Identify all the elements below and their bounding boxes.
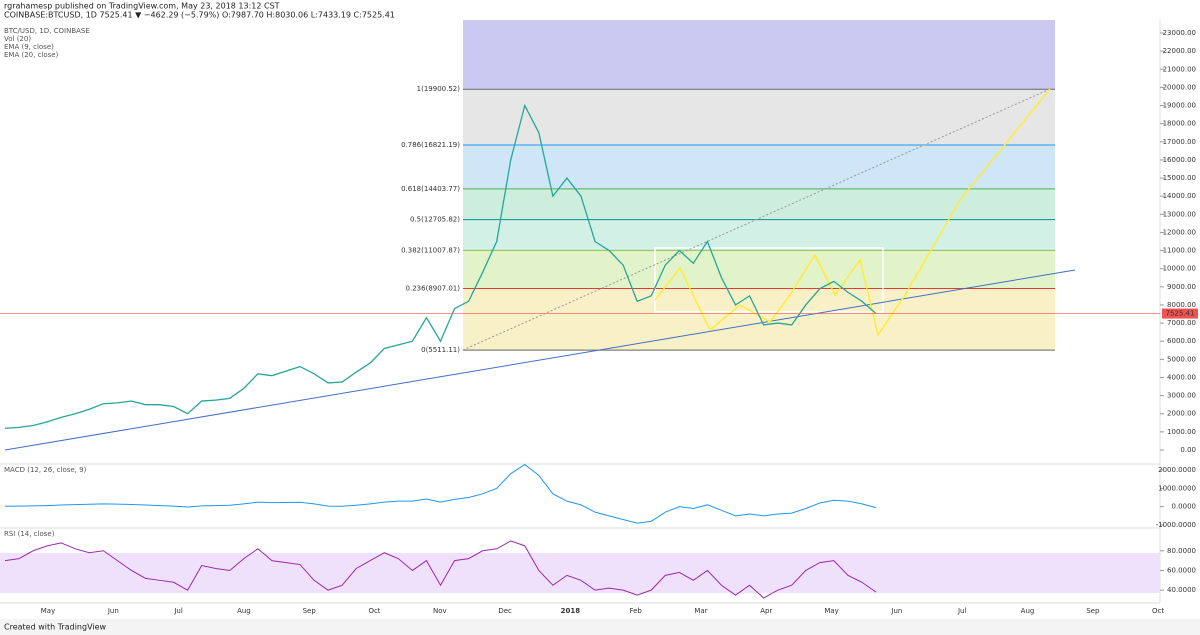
x-tick-label: Aug [237,607,251,615]
y-tick-label: 14000.00 [1163,192,1196,200]
x-tick-label: Jun [107,607,119,615]
fib-label: 0.382(11007.87) [401,246,460,254]
legend-item: Vol (20) [4,35,31,43]
fib-zone [463,89,1055,146]
y-tick-label: 6000.00 [1167,337,1196,345]
y-tick-label: 21000.00 [1163,65,1196,73]
fib-label: 0(5511.11) [421,346,460,354]
x-tick-label: Aug [1021,607,1035,615]
fib-top-zone [463,20,1055,89]
y-tick-label: 17000.00 [1163,138,1196,146]
y-tick-label: 80.0000 [1167,547,1196,555]
y-tick-label: 0.00 [1180,446,1196,454]
x-tick-label: Jun [890,607,902,615]
y-tick-label: 8000.00 [1167,301,1196,309]
quote-line: COINBASE:BTCUSD, 1D 7525.41 ▼ −462.29 (−… [4,11,395,20]
legend-item: BTC/USD, 1D, COINBASE [4,27,90,35]
fib-zone [463,250,1055,289]
dotted-projection [462,88,1051,351]
trend-line [4,269,1076,451]
y-tick-label: 1000.00 [1167,428,1196,436]
projection-path [654,88,1051,337]
fib-label: 1(19900.52) [417,85,461,93]
y-tick-label: 3000.00 [1167,392,1196,400]
y-tick-label: 5000.00 [1167,355,1196,363]
y-tick-label: 18000.00 [1163,120,1196,128]
y-tick-label: 13000.00 [1163,210,1196,218]
y-tick-label: 20000.00 [1163,83,1196,91]
macd-line [4,463,877,524]
legend-item: EMA (9, close) [4,43,54,51]
x-tick-label: Sep [1086,607,1100,615]
y-tick-label: 11000.00 [1163,247,1196,255]
y-tick-label: 60.0000 [1167,566,1196,574]
y-tick-label: 2000.0000 [1158,466,1196,474]
y-tick-label: 7000.00 [1167,319,1196,327]
y-tick-label: 10000.00 [1163,265,1196,273]
fib-label: 0.786(16821.19) [401,141,460,149]
x-tick-label: Apr [760,607,772,615]
x-tick-label: Oct [368,607,380,615]
fib-zone [463,288,1055,351]
macd-title: MACD (12, 26, close, 9) [4,466,87,474]
y-tick-label: 15000.00 [1163,174,1196,182]
fib-zone [463,188,1055,220]
chart-layer: 23000.00 22000.00 21000.00 20000.00 19000.00… [0,29,1198,615]
fib-label: 0.5(12705.82) [410,216,460,224]
y-tick-label: 19000.00 [1163,102,1196,110]
price-tag: 7525.41 [1166,310,1195,318]
fib-zone [463,219,1055,251]
x-tick-label: May [824,607,838,615]
x-tick-label: Sep [303,607,317,615]
y-tick-label: 0.0000 [1172,503,1197,511]
x-tick-label: 2018 [561,607,581,615]
x-tick-label: Jul [957,607,967,615]
y-tick-label: 22000.00 [1163,47,1196,55]
rsi-band [0,553,1160,593]
x-tick-label: Jul [173,607,183,615]
x-tick-label: Nov [433,607,447,615]
publish-line: rgrahamesp published on TradingView.com,… [4,2,280,11]
y-tick-label: 40.0000 [1167,586,1196,594]
y-tick-label: -1000.0000 [1156,521,1196,529]
range-box [654,247,884,313]
fib-label: 0.236(8907.01) [406,285,461,293]
legend-item: EMA (20, close) [4,51,59,59]
price-tag-bg [1162,308,1198,319]
x-tick-label: May [41,607,55,615]
y-tick-label: 1000.0000 [1158,484,1196,492]
x-tick-label: Oct [1152,607,1164,615]
y-tick-label: 2000.00 [1167,410,1196,418]
footer-bar [0,619,1200,635]
price-line [4,103,877,429]
fib-zone [463,145,1055,189]
y-tick-label: 23000.00 [1163,29,1196,37]
rsi-title: RSI (14, close) [4,530,55,538]
y-tick-label: 16000.00 [1163,156,1196,164]
fib-zones: 1(19900.52) 0.786(16821.19) 0.618(14403.77… [401,85,1055,354]
y-tick-label: 9000.00 [1167,283,1196,291]
y-tick-label: 12000.00 [1163,228,1196,236]
rsi-line [4,540,877,599]
x-tick-label: Dec [498,607,512,615]
x-tick-label: Mar [694,607,707,615]
footer: Created with TradingView [4,623,107,632]
fib-label: 0.618(14403.77) [401,185,460,193]
y-tick-label: 4000.00 [1167,373,1196,381]
x-tick-label: Feb [629,607,642,615]
